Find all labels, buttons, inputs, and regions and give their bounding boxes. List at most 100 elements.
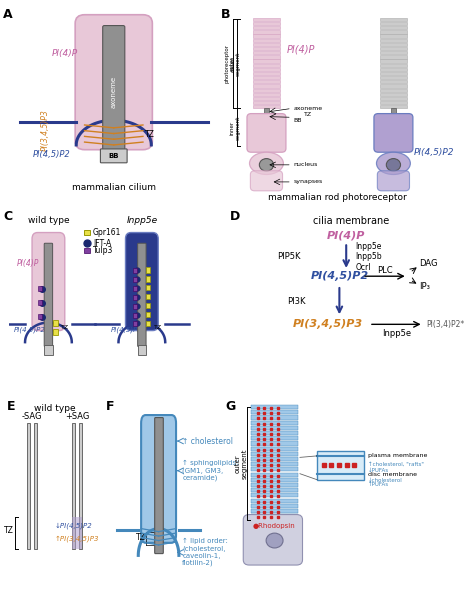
Bar bbox=[380, 72, 407, 75]
Circle shape bbox=[259, 159, 273, 171]
FancyBboxPatch shape bbox=[374, 113, 413, 152]
Bar bbox=[380, 93, 407, 96]
Bar bbox=[253, 64, 280, 67]
Bar bbox=[380, 80, 407, 84]
Text: ↑cholesterol, "rafts": ↑cholesterol, "rafts" bbox=[368, 462, 424, 466]
FancyBboxPatch shape bbox=[250, 171, 283, 191]
Text: Tulp3: Tulp3 bbox=[93, 246, 113, 255]
Bar bbox=[251, 478, 298, 482]
Text: outer
segment: outer segment bbox=[230, 52, 240, 76]
FancyBboxPatch shape bbox=[75, 15, 152, 150]
Bar bbox=[133, 312, 137, 318]
Text: TZ: TZ bbox=[4, 526, 14, 535]
Bar bbox=[380, 18, 407, 21]
Bar bbox=[251, 457, 298, 461]
Text: PI(3,4,5)P3: PI(3,4,5)P3 bbox=[41, 109, 50, 151]
Bar bbox=[380, 22, 407, 26]
Bar bbox=[251, 493, 298, 498]
Bar bbox=[53, 329, 58, 335]
Text: ↓PUFAs: ↓PUFAs bbox=[368, 467, 389, 472]
Ellipse shape bbox=[376, 152, 410, 175]
Text: plasma membrane: plasma membrane bbox=[368, 453, 427, 459]
Text: IP₃: IP₃ bbox=[419, 282, 430, 292]
Text: TZ: TZ bbox=[155, 326, 163, 330]
Bar bbox=[253, 43, 280, 46]
FancyBboxPatch shape bbox=[103, 26, 125, 152]
Text: PI(4,5)P2: PI(4,5)P2 bbox=[310, 271, 368, 281]
Bar bbox=[251, 426, 298, 430]
Bar bbox=[380, 89, 407, 91]
Text: PI3K: PI3K bbox=[287, 296, 305, 306]
Bar bbox=[253, 76, 280, 79]
Text: disc membrane: disc membrane bbox=[368, 472, 417, 477]
Bar bbox=[380, 59, 407, 63]
Bar bbox=[251, 504, 298, 508]
Bar bbox=[27, 423, 30, 549]
Bar bbox=[72, 423, 75, 549]
FancyBboxPatch shape bbox=[32, 232, 65, 330]
Text: mammalian cilium: mammalian cilium bbox=[72, 184, 156, 192]
Text: PLC: PLC bbox=[377, 266, 392, 276]
Circle shape bbox=[386, 159, 401, 171]
Bar bbox=[133, 268, 137, 273]
Text: Inpp5e: Inpp5e bbox=[126, 216, 157, 225]
Text: -SAG: -SAG bbox=[22, 412, 42, 421]
Bar bbox=[251, 421, 298, 425]
Bar bbox=[251, 467, 298, 472]
Bar bbox=[146, 285, 150, 290]
Bar bbox=[253, 55, 280, 59]
Text: D: D bbox=[230, 210, 240, 223]
Bar bbox=[137, 345, 146, 355]
Text: ↑ lipid order:
(cholesterol,
caveolin-1,
flotilin-2): ↑ lipid order: (cholesterol, caveolin-1,… bbox=[182, 538, 228, 567]
Text: ↑ sphingolipids:
(GM1, GM3,
ceramide): ↑ sphingolipids: (GM1, GM3, ceramide) bbox=[182, 460, 238, 481]
Bar bbox=[251, 509, 298, 513]
Bar bbox=[380, 68, 407, 71]
Text: E: E bbox=[7, 400, 15, 413]
Text: axoneme: axoneme bbox=[111, 75, 117, 108]
Text: TZ: TZ bbox=[136, 533, 146, 542]
Bar bbox=[380, 101, 407, 105]
Ellipse shape bbox=[249, 152, 283, 175]
Bar bbox=[146, 321, 150, 326]
Text: BB: BB bbox=[293, 118, 302, 123]
Text: +SAG: +SAG bbox=[65, 412, 89, 421]
Bar bbox=[253, 68, 280, 71]
Text: mammalian rod photoreceptor: mammalian rod photoreceptor bbox=[268, 193, 407, 202]
Bar bbox=[380, 55, 407, 59]
Bar bbox=[253, 30, 280, 33]
Text: wild type: wild type bbox=[34, 404, 75, 413]
Text: PI(4)P: PI(4)P bbox=[327, 230, 365, 240]
FancyBboxPatch shape bbox=[377, 171, 410, 191]
Bar bbox=[133, 321, 137, 327]
Text: PI(4)P: PI(4)P bbox=[287, 44, 315, 54]
Bar bbox=[53, 320, 58, 326]
Bar bbox=[253, 93, 280, 96]
Bar bbox=[380, 30, 407, 33]
Bar bbox=[44, 345, 53, 355]
Bar bbox=[380, 105, 407, 108]
Bar bbox=[380, 51, 407, 55]
Bar bbox=[380, 64, 407, 67]
Bar bbox=[133, 295, 137, 300]
Bar bbox=[253, 97, 280, 100]
Bar bbox=[72, 517, 82, 549]
FancyBboxPatch shape bbox=[243, 514, 302, 565]
Bar bbox=[253, 51, 280, 55]
Bar bbox=[146, 303, 150, 308]
Bar bbox=[133, 277, 137, 282]
Bar bbox=[264, 108, 269, 119]
Bar bbox=[84, 248, 90, 253]
Bar bbox=[317, 451, 365, 480]
Bar bbox=[146, 312, 150, 317]
Text: PI(4,5)P2: PI(4,5)P2 bbox=[32, 150, 70, 159]
Bar bbox=[251, 462, 298, 466]
Text: Inpp5e: Inpp5e bbox=[382, 328, 411, 338]
Bar bbox=[79, 423, 82, 549]
Bar bbox=[253, 72, 280, 75]
Bar bbox=[380, 39, 407, 42]
Text: IFT-A: IFT-A bbox=[93, 239, 111, 248]
Text: PIP5K: PIP5K bbox=[277, 252, 301, 261]
Bar bbox=[38, 286, 42, 291]
Bar bbox=[133, 286, 137, 291]
Bar bbox=[380, 26, 407, 30]
